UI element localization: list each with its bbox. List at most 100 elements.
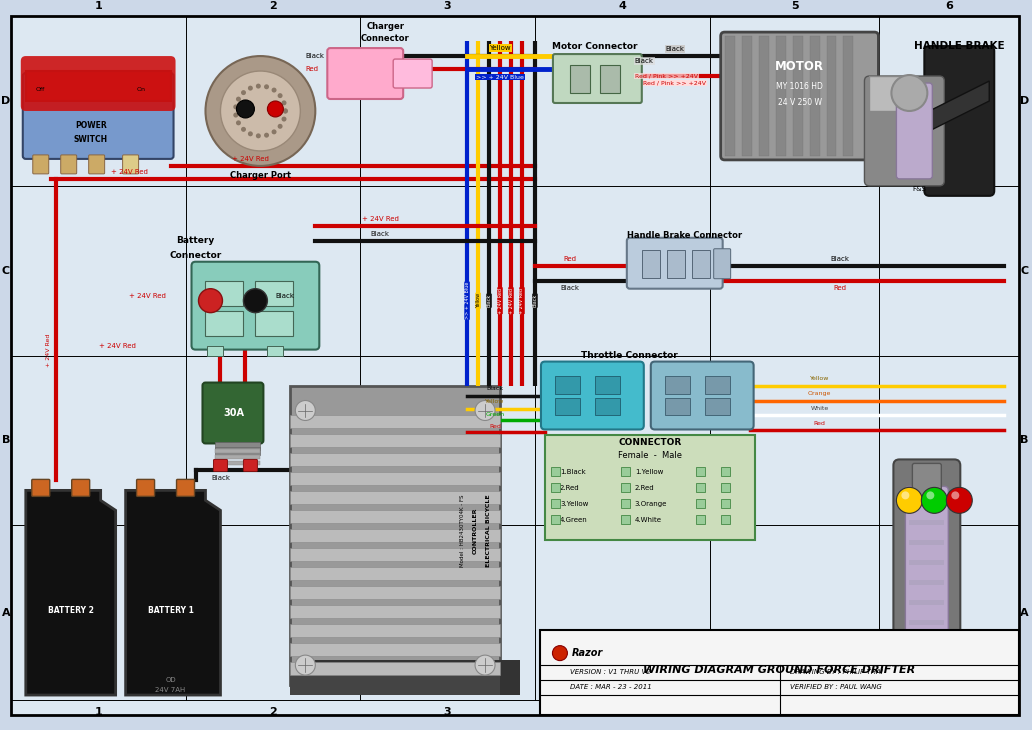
Text: B: B <box>1020 436 1028 445</box>
Text: WIRING DIAGRAM GROUND FORCE DRIFTER: WIRING DIAGRAM GROUND FORCE DRIFTER <box>644 665 915 675</box>
Circle shape <box>241 127 246 132</box>
Text: 3.Yellow: 3.Yellow <box>560 502 588 507</box>
Circle shape <box>897 488 923 513</box>
Bar <box>207 345 224 356</box>
Circle shape <box>271 88 277 93</box>
Bar <box>600 65 620 93</box>
Circle shape <box>475 401 495 420</box>
Text: VERIFIED BY : PAUL WANG: VERIFIED BY : PAUL WANG <box>789 684 881 690</box>
Text: 4.Green: 4.Green <box>560 518 587 523</box>
Text: + 24V Red: + 24V Red <box>497 288 503 314</box>
Bar <box>742 36 751 156</box>
Bar <box>909 560 944 565</box>
Text: 4: 4 <box>618 1 626 11</box>
FancyBboxPatch shape <box>905 486 948 679</box>
Text: 6: 6 <box>945 1 954 11</box>
Text: Red: Red <box>813 421 826 426</box>
FancyBboxPatch shape <box>32 480 50 496</box>
Bar <box>909 620 944 625</box>
Bar <box>290 415 501 429</box>
Bar <box>705 398 730 415</box>
Bar <box>594 398 620 415</box>
Bar <box>551 467 560 477</box>
Bar <box>720 483 730 492</box>
Bar <box>665 375 689 393</box>
Bar <box>691 250 710 277</box>
Text: Black: Black <box>370 231 390 237</box>
Text: Black: Black <box>666 46 684 52</box>
Text: 30A: 30A <box>223 407 244 418</box>
Bar <box>720 467 730 477</box>
Text: + 24V Red: + 24V Red <box>129 293 165 299</box>
Text: Black: Black <box>276 293 294 299</box>
Text: Yellow: Yellow <box>476 293 481 308</box>
Text: DRAWING BY : PHILIP THAI: DRAWING BY : PHILIP THAI <box>789 669 882 675</box>
Bar <box>290 529 501 542</box>
Text: 2: 2 <box>269 707 277 717</box>
Text: On: On <box>136 87 146 91</box>
Text: 1.Yellow: 1.Yellow <box>635 469 664 475</box>
Text: Red / Pink >> +24V: Red / Pink >> +24V <box>643 80 706 85</box>
Bar <box>290 491 501 504</box>
FancyBboxPatch shape <box>393 59 432 88</box>
Bar <box>724 36 735 156</box>
Text: Razor: Razor <box>572 648 603 658</box>
Bar <box>290 586 501 599</box>
Text: 24 V 250 W: 24 V 250 W <box>777 99 821 107</box>
Text: 1.Black: 1.Black <box>560 469 586 475</box>
Bar <box>667 250 685 277</box>
Bar <box>290 643 501 656</box>
Bar <box>827 36 837 156</box>
Text: THROTTLE: THROTTLE <box>904 690 965 700</box>
Text: ELECTRICAL BICYCLE: ELECTRICAL BICYCLE <box>485 494 490 566</box>
Circle shape <box>198 288 223 312</box>
Bar <box>290 624 501 637</box>
Bar <box>720 499 730 508</box>
Bar <box>205 311 244 336</box>
Bar <box>555 375 580 393</box>
Circle shape <box>271 129 277 134</box>
Bar <box>290 434 501 447</box>
Circle shape <box>901 491 909 499</box>
FancyBboxPatch shape <box>912 464 941 497</box>
Bar <box>290 548 501 561</box>
Text: Connector: Connector <box>169 251 222 261</box>
Text: MY 1016 HD: MY 1016 HD <box>776 82 823 91</box>
Bar <box>290 567 501 580</box>
Text: Off: Off <box>36 87 45 91</box>
Bar <box>809 36 819 156</box>
Text: A: A <box>1020 607 1029 618</box>
Text: MOTOR: MOTOR <box>775 60 825 72</box>
Text: + 24V Red: + 24V Red <box>99 342 135 349</box>
Circle shape <box>946 488 972 513</box>
Bar <box>216 456 260 459</box>
Circle shape <box>236 96 240 101</box>
Circle shape <box>205 56 316 166</box>
Text: Black: Black <box>211 475 230 481</box>
Bar <box>696 515 705 524</box>
Bar <box>696 467 705 477</box>
Text: Female  -  Male: Female - Male <box>618 451 682 460</box>
Text: Motor Connector: Motor Connector <box>552 42 638 50</box>
Text: Model : HB2430TY04K - FS: Model : HB2430TY04K - FS <box>459 494 464 566</box>
Bar <box>290 472 501 485</box>
Text: Orange: Orange <box>808 391 831 396</box>
Text: CONNECTOR: CONNECTOR <box>618 438 681 447</box>
Text: Black: Black <box>533 294 538 307</box>
Text: D: D <box>1020 96 1029 106</box>
Bar <box>551 515 560 524</box>
Text: Red: Red <box>833 285 846 291</box>
Bar <box>540 630 1020 715</box>
Bar <box>642 250 659 277</box>
Text: 3.Orange: 3.Orange <box>635 502 667 507</box>
Bar <box>909 540 944 545</box>
Bar <box>759 36 769 156</box>
FancyBboxPatch shape <box>720 32 878 160</box>
FancyBboxPatch shape <box>33 155 49 174</box>
FancyBboxPatch shape <box>865 76 944 186</box>
Bar <box>216 461 260 466</box>
Circle shape <box>241 90 246 95</box>
Text: 4: 4 <box>618 707 626 717</box>
FancyBboxPatch shape <box>714 249 731 279</box>
Bar <box>290 510 501 523</box>
